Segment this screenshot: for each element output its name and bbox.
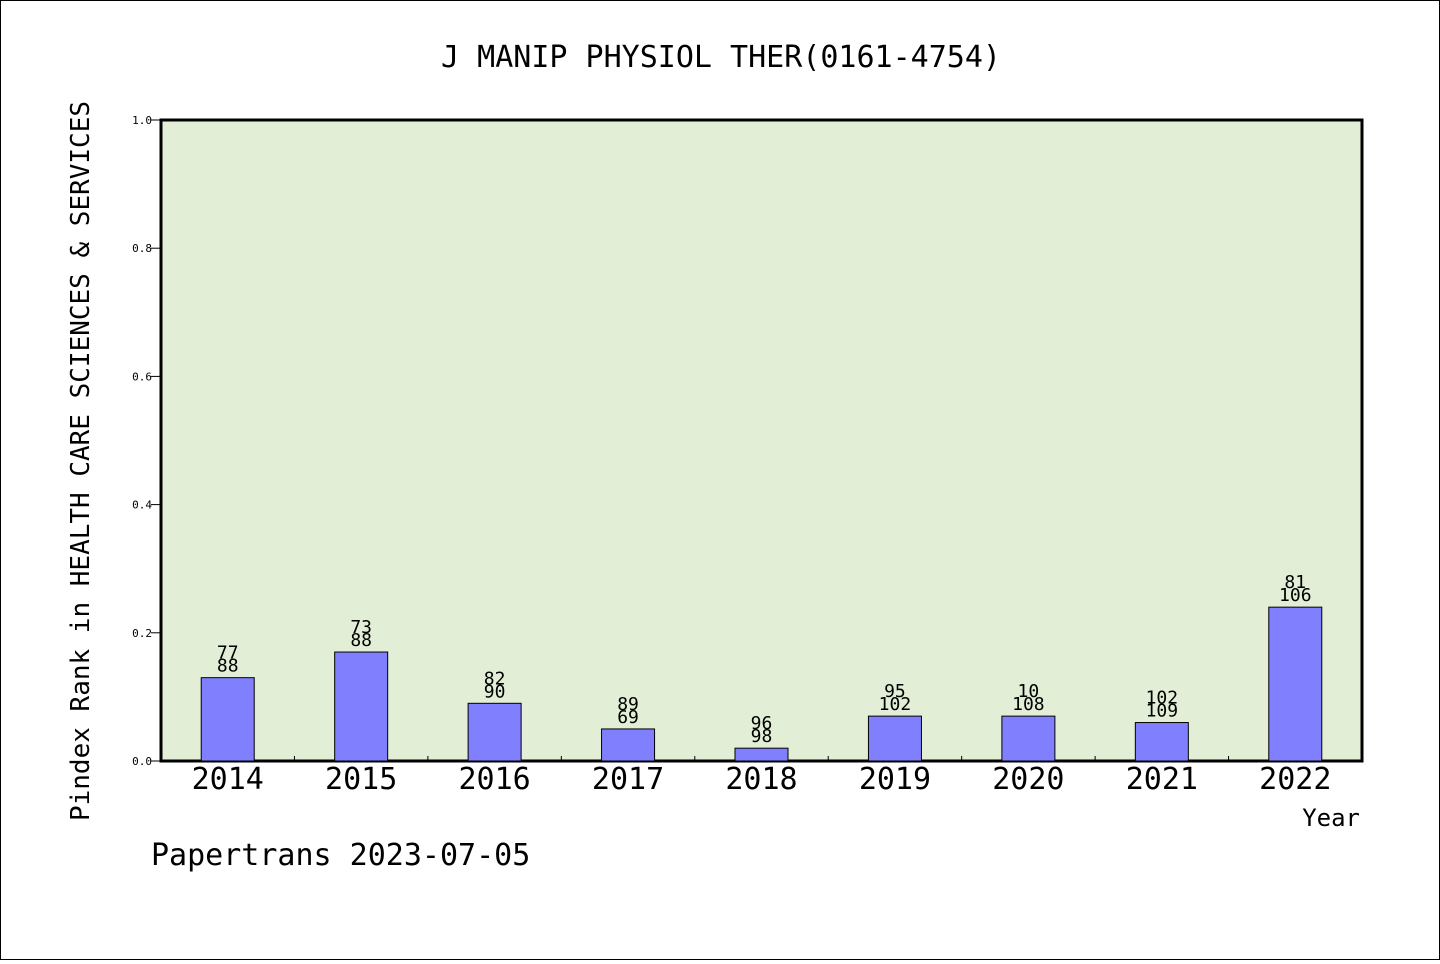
y-axis-ticks: 0.0 0.2 0.4 0.6 0.8 1.0 (132, 114, 161, 768)
x-tick-label: 2022 (1259, 762, 1331, 797)
data-label-bottom: 106 (1279, 585, 1312, 606)
chart-title: J MANIP PHYSIOL THER(0161-4754) (441, 40, 1001, 75)
bar-2015 (334, 651, 389, 762)
x-tick-label: 2017 (592, 762, 664, 797)
y-tick-label: 1.0 (132, 114, 152, 127)
data-label-top: 82 (484, 668, 506, 689)
footer-credit: Papertrans 2023-07-05 (151, 838, 530, 873)
data-label-bottom: 69 (617, 707, 639, 728)
y-tick-label: 0.0 (132, 755, 152, 768)
x-tick-label: 2021 (1126, 762, 1198, 797)
bar-2020 (1001, 715, 1056, 762)
x-tick-label: 2014 (192, 762, 264, 797)
x-tick-label: 2019 (859, 762, 931, 797)
y-tick-label: 0.2 (132, 627, 152, 640)
data-label-bottom: 108 (1012, 694, 1045, 715)
y-axis-label: Pindex Rank in HEALTH CARE SCIENCES & SE… (66, 101, 96, 821)
x-tick-label: 2016 (458, 762, 530, 797)
data-label-bottom: 98 (751, 726, 773, 747)
data-label-bottom: 88 (217, 656, 239, 677)
data-label-top: 81 (1284, 572, 1306, 593)
bar-2018 (734, 747, 789, 762)
data-label-top: 73 (350, 617, 372, 638)
data-label-top: 10 (1018, 681, 1040, 702)
data-label-top: 96 (751, 713, 773, 734)
x-tick-label: 2018 (725, 762, 797, 797)
data-label-top: 102 (1146, 688, 1179, 709)
data-label-bottom: 102 (879, 694, 912, 715)
y-tick-label: 0.8 (132, 242, 152, 255)
x-tick-label: 2020 (992, 762, 1064, 797)
x-axis-label: Year (1302, 804, 1360, 832)
data-label-bottom: 90 (484, 681, 506, 702)
x-axis-ticks: 2014 2015 2016 2017 2018 2019 2020 2021 2022 (192, 756, 1331, 797)
bar-2016 (467, 702, 522, 762)
bar-2022 (1268, 606, 1323, 762)
bar-2019 (867, 715, 922, 762)
x-tick-label: 2015 (325, 762, 397, 797)
data-label-top: 95 (884, 681, 906, 702)
bar-2021 (1134, 722, 1189, 762)
bars (200, 606, 1323, 762)
bar-2017 (601, 728, 656, 762)
bar-2014 (200, 677, 255, 762)
data-label-bottom: 88 (350, 630, 372, 651)
data-label-top: 77 (217, 643, 239, 664)
data-label-top: 89 (617, 694, 639, 715)
data-label-bottom: 109 (1146, 701, 1179, 722)
y-tick-label: 0.4 (132, 499, 152, 512)
y-tick-label: 0.6 (132, 370, 152, 383)
